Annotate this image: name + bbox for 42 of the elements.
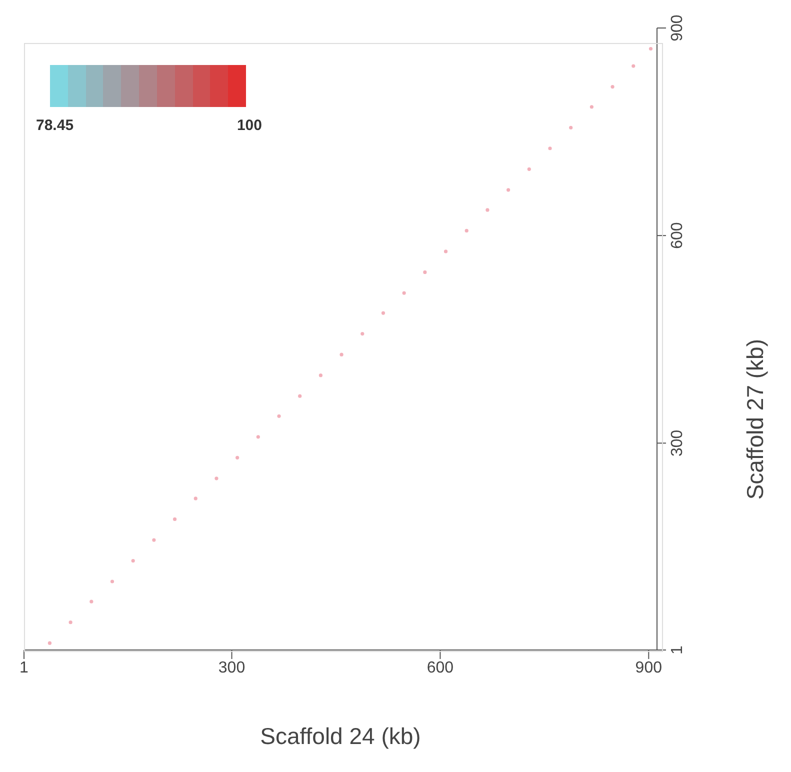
point <box>632 64 636 68</box>
point <box>90 600 94 604</box>
point <box>48 641 52 645</box>
point <box>548 146 552 150</box>
point <box>340 352 344 356</box>
point <box>194 496 198 500</box>
point <box>486 208 490 212</box>
point <box>506 188 510 192</box>
point <box>590 105 594 109</box>
x-tick-label: 1 <box>20 659 29 676</box>
point <box>298 394 302 398</box>
point <box>277 414 281 418</box>
annotation: 78.45 <box>36 117 74 134</box>
y-tick-label: 1 <box>669 645 686 654</box>
point <box>402 291 406 295</box>
point <box>423 270 427 274</box>
point <box>610 85 614 89</box>
point <box>464 228 468 233</box>
point <box>68 620 72 624</box>
point <box>569 126 573 130</box>
y-axis-title: Scaffold 27 (kb) <box>742 339 768 500</box>
x-axis-title: Scaffold 24 (kb) <box>260 723 421 749</box>
point <box>110 580 114 584</box>
point <box>527 167 531 171</box>
x-tick-label: 900 <box>635 659 662 676</box>
point <box>648 46 653 51</box>
point <box>236 456 240 460</box>
point <box>172 517 177 522</box>
point <box>214 476 218 480</box>
point <box>131 558 135 563</box>
point <box>381 311 386 315</box>
point <box>318 374 322 378</box>
y-tick-label: 300 <box>669 430 686 456</box>
y-tick-label: 600 <box>669 222 686 249</box>
point <box>256 435 260 439</box>
point <box>444 250 448 254</box>
x-tick-label: 300 <box>218 659 246 676</box>
point <box>152 538 156 542</box>
y-tick-label: 900 <box>669 14 686 42</box>
annotation: 100 <box>236 117 262 134</box>
x-tick-label: 600 <box>426 659 454 676</box>
point <box>360 332 364 336</box>
